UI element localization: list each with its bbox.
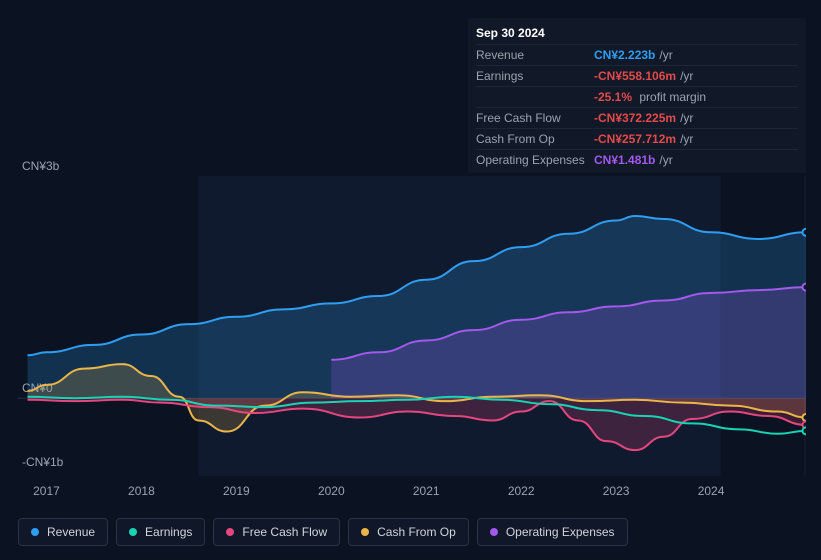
xaxis: 2017 2018 2019 2020 2021 2022 2023 2024 bbox=[18, 484, 806, 502]
tooltip-row: Cash From Op-CN¥257.712m/yr bbox=[476, 128, 798, 149]
tooltip-row: RevenueCN¥2.223b/yr bbox=[476, 44, 798, 65]
legend-label: Free Cash Flow bbox=[242, 525, 327, 539]
xaxis-label: 2020 bbox=[318, 484, 345, 498]
legend-item-fcf[interactable]: Free Cash Flow bbox=[213, 518, 340, 546]
xaxis-label: 2024 bbox=[698, 484, 725, 498]
tooltip-label: Free Cash Flow bbox=[476, 111, 594, 125]
tooltip-rows: RevenueCN¥2.223b/yrEarnings-CN¥558.106m/… bbox=[476, 44, 798, 170]
tooltip-row: Free Cash Flow-CN¥372.225m/yr bbox=[476, 107, 798, 128]
tooltip-value: -CN¥257.712m bbox=[594, 132, 676, 146]
legend-dot-icon bbox=[490, 528, 498, 536]
tooltip-unit: /yr bbox=[676, 111, 693, 125]
legend-dot-icon bbox=[129, 528, 137, 536]
xaxis-label: 2019 bbox=[223, 484, 250, 498]
tooltip-value: -CN¥558.106m bbox=[594, 69, 676, 83]
chart-canvas: Sep 30 2024 RevenueCN¥2.223b/yrEarnings-… bbox=[0, 0, 821, 560]
xaxis-label: 2018 bbox=[128, 484, 155, 498]
tooltip-value: -CN¥372.225m bbox=[594, 111, 676, 125]
tooltip: Sep 30 2024 RevenueCN¥2.223b/yrEarnings-… bbox=[468, 18, 806, 173]
tooltip-unit: /yr bbox=[655, 153, 672, 167]
legend-item-earnings[interactable]: Earnings bbox=[116, 518, 205, 546]
legend-item-cfo[interactable]: Cash From Op bbox=[348, 518, 469, 546]
tooltip-unit: /yr bbox=[655, 48, 672, 62]
tooltip-row: Earnings-CN¥558.106m/yr bbox=[476, 65, 798, 86]
xaxis-label: 2023 bbox=[603, 484, 630, 498]
xaxis-label: 2022 bbox=[508, 484, 535, 498]
tooltip-label: Revenue bbox=[476, 48, 594, 62]
tooltip-label: Operating Expenses bbox=[476, 153, 594, 167]
tooltip-value: CN¥1.481b bbox=[594, 153, 655, 167]
legend-label: Earnings bbox=[145, 525, 192, 539]
legend-dot-icon bbox=[361, 528, 369, 536]
tooltip-row: -25.1% profit margin bbox=[476, 86, 798, 107]
tooltip-unit: /yr bbox=[676, 132, 693, 146]
legend-item-opex[interactable]: Operating Expenses bbox=[477, 518, 628, 546]
legend-item-revenue[interactable]: Revenue bbox=[18, 518, 108, 546]
legend-label: Revenue bbox=[47, 525, 95, 539]
tooltip-value: -25.1% bbox=[594, 90, 632, 104]
legend-dot-icon bbox=[31, 528, 39, 536]
tooltip-row: Operating ExpensesCN¥1.481b/yr bbox=[476, 149, 798, 170]
tooltip-unit: /yr bbox=[676, 69, 693, 83]
legend-label: Cash From Op bbox=[377, 525, 456, 539]
tooltip-value: CN¥2.223b bbox=[594, 48, 655, 62]
plot-svg bbox=[18, 176, 806, 476]
xaxis-label: 2021 bbox=[413, 484, 440, 498]
tooltip-date: Sep 30 2024 bbox=[476, 24, 798, 44]
tooltip-unit: profit margin bbox=[632, 90, 706, 104]
legend: Revenue Earnings Free Cash Flow Cash From O… bbox=[18, 518, 628, 546]
yaxis-label: CN¥3b bbox=[22, 159, 59, 173]
legend-dot-icon bbox=[226, 528, 234, 536]
xaxis-label: 2017 bbox=[33, 484, 60, 498]
legend-label: Operating Expenses bbox=[506, 525, 615, 539]
tooltip-label: Earnings bbox=[476, 69, 594, 83]
plot-area[interactable] bbox=[18, 176, 806, 476]
tooltip-label: Cash From Op bbox=[476, 132, 594, 146]
